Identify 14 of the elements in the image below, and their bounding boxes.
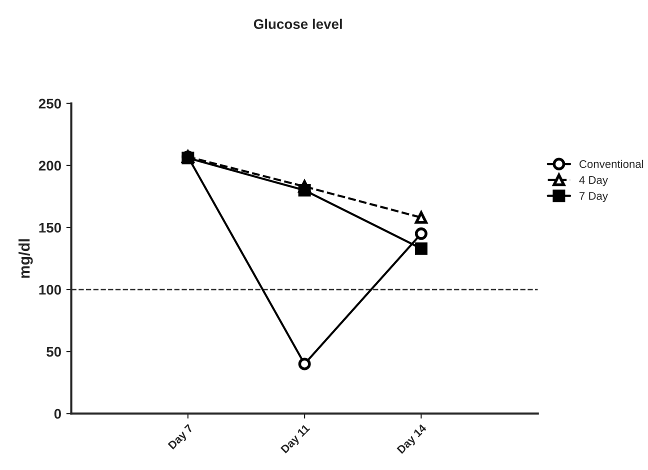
- y-axis-title: mg/dl: [18, 239, 33, 278]
- x-tick-label: Day 14: [396, 424, 428, 456]
- x-tick-label: Day 7: [168, 424, 195, 452]
- y-tick-label: 50: [46, 346, 61, 357]
- y-tick-label: 150: [39, 222, 61, 233]
- y-tick-label: 0: [54, 408, 61, 419]
- legend-label: 7 Day: [580, 192, 608, 202]
- legend-label: 4 Day: [579, 176, 608, 186]
- y-tick-label: 100: [39, 284, 61, 295]
- legend-label: Conventional: [580, 160, 644, 168]
- y-tick-label: 200: [38, 160, 61, 171]
- chart-title: Glucose level: [254, 18, 342, 29]
- y-tick-label: 250: [38, 98, 61, 109]
- x-tick-label: Day 11: [280, 424, 312, 456]
